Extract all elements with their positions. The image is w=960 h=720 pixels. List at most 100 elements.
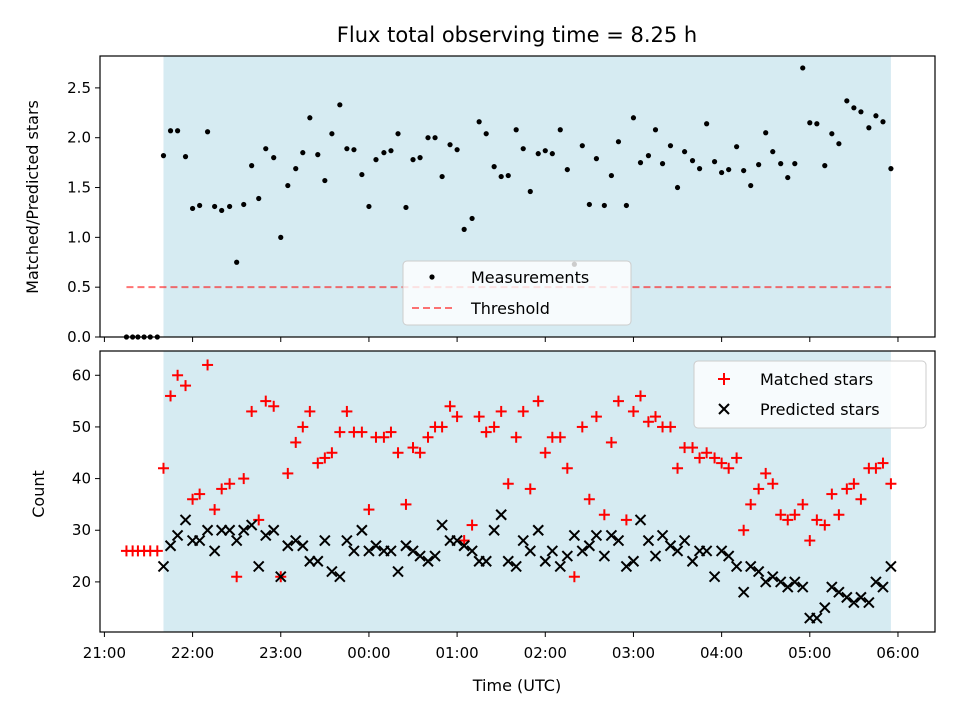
measurement-point (447, 142, 453, 148)
measurement-point (549, 151, 555, 157)
predicted-star-point (598, 550, 611, 562)
x-tick-label: 22:00 (171, 644, 214, 662)
matched-star-point (151, 545, 163, 557)
matched-star-point (341, 405, 353, 417)
predicted-star-point (164, 540, 177, 552)
measurement-point (491, 164, 497, 170)
bottom-y-axis-label: Count (29, 470, 48, 518)
measurement-point (873, 113, 879, 119)
predicted-star-point (841, 591, 853, 604)
measurement-point (337, 102, 343, 108)
y-tick-label: 40 (72, 470, 91, 488)
matched-star-point (753, 483, 765, 495)
predicted-star-point (715, 545, 728, 557)
matched-star-point (466, 519, 478, 531)
matched-star-point (833, 509, 845, 521)
matched-star-point (576, 421, 588, 433)
legend-predicted-label: Predicted stars (760, 400, 880, 419)
measurement-point (579, 143, 585, 149)
predicted-star-point (855, 591, 867, 604)
measurement-point (681, 149, 688, 155)
x-tick-label: 04:00 (700, 644, 743, 662)
predicted-star-point (678, 534, 691, 547)
matched-star-point (716, 457, 728, 469)
matched-star-point (209, 504, 221, 516)
predicted-star-point (627, 555, 640, 567)
measurement-point (593, 156, 600, 162)
measurement-point (293, 165, 299, 172)
measurement-point (527, 188, 533, 195)
predicted-star-point (334, 571, 346, 583)
matched-star-point (517, 405, 529, 417)
predicted-star-point (436, 519, 448, 531)
matched-star-point (701, 447, 713, 459)
x-tick-label: 05:00 (788, 644, 831, 662)
predicted-star-point (193, 534, 206, 547)
bottom-x-ticks: 21:00 22:00 23:00 00:00 01:00 02:00 03:00 04:00… (83, 632, 920, 662)
measurement-point (763, 130, 769, 136)
measurement-point (719, 169, 725, 176)
matched-star-point (436, 421, 448, 433)
predicted-star-point (583, 540, 596, 552)
matched-star-point (216, 483, 228, 495)
predicted-star-point (546, 545, 559, 557)
measurement-point (182, 154, 189, 160)
measurement-point (227, 203, 233, 210)
matched-star-point (672, 462, 684, 474)
measurement-point (800, 65, 806, 71)
matched-star-point (297, 421, 309, 433)
measurement-point (167, 128, 174, 134)
measurement-point (439, 173, 445, 180)
measurement-point (432, 135, 438, 141)
measurement-point (410, 157, 416, 163)
matched-star-point (598, 509, 610, 521)
predicted-star-point (634, 514, 647, 526)
measurement-point (637, 160, 644, 166)
predicted-star-point (833, 586, 845, 598)
matched-star-point (649, 411, 661, 423)
matched-star-point (723, 462, 735, 474)
predicted-star-point (488, 524, 500, 536)
matched-star-point (524, 483, 536, 495)
measurement-point (608, 172, 615, 179)
predicted-star-point (510, 560, 522, 573)
matched-star-point (885, 478, 897, 490)
matched-star-point (612, 395, 624, 407)
predicted-star-point (789, 576, 801, 588)
matched-star-point (583, 493, 595, 505)
predicted-star-point (363, 545, 375, 557)
matched-star-point (782, 514, 794, 526)
measurement-point (234, 259, 240, 265)
predicted-star-point (414, 550, 426, 562)
matched-star-point (627, 405, 639, 417)
predicted-star-point (326, 565, 338, 578)
predicted-star-point (782, 581, 794, 593)
predicted-star-point (568, 529, 581, 542)
predicted-star-point (179, 514, 192, 526)
matched-star-point (502, 478, 514, 490)
predicted-star-point (671, 545, 684, 557)
x-tick-label: 01:00 (435, 644, 478, 662)
top-panel: 0.0 0.5 1.0 1.5 2.0 2.5 Flux total observing … (23, 23, 936, 346)
matched-star-point (282, 467, 294, 479)
predicted-star-point (341, 534, 353, 547)
predicted-star-point (297, 540, 309, 552)
measurement-point (836, 141, 842, 147)
predicted-star-point (826, 581, 838, 593)
predicted-star-point (870, 576, 882, 588)
predicted-star-point (466, 545, 478, 557)
matched-star-point (554, 431, 566, 443)
predicted-star-point (554, 560, 566, 573)
matched-star-point (694, 452, 706, 464)
predicted-star-point (730, 560, 743, 573)
measurement-point (322, 177, 328, 184)
predicted-star-point (708, 571, 721, 583)
predicted-star-point (267, 524, 280, 536)
matched-star-point (165, 390, 177, 402)
matched-star-point (620, 514, 632, 526)
matched-star-point (172, 369, 184, 381)
predicted-star-point (686, 555, 699, 567)
predicted-star-point (348, 545, 360, 557)
predicted-star-point (356, 524, 368, 536)
predicted-star-point (700, 545, 713, 557)
